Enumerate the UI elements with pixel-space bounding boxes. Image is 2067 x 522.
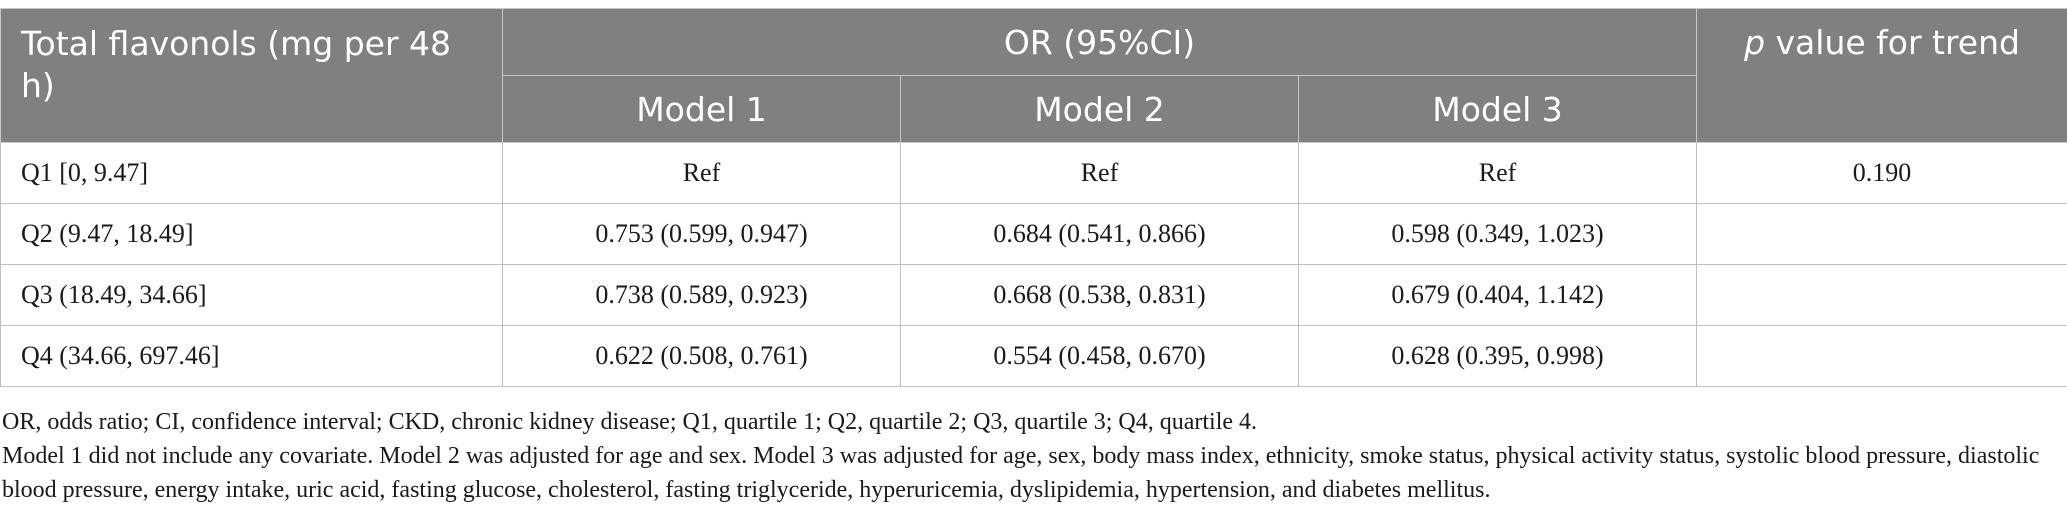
cell-model-3: 0.598 (0.349, 1.023) — [1297, 203, 1698, 265]
cell-model-2: 0.684 (0.541, 0.866) — [900, 203, 1299, 265]
header-model-2: Model 2 — [900, 75, 1299, 143]
cell-model-1: 0.753 (0.599, 0.947) — [502, 203, 901, 265]
header-p-italic: p — [1744, 23, 1766, 62]
table-row: Q3 (18.49, 34.66] 0.738 (0.589, 0.923) 0… — [0, 264, 2067, 326]
table-header: Total flavonols (mg per 48 h) OR (95%CI)… — [0, 8, 2067, 143]
table-row: Q1 [0, 9.47] Ref Ref Ref 0.190 — [0, 142, 2067, 204]
footnote-models: Model 1 did not include any covariate. M… — [2, 443, 2040, 503]
table-row: Q2 (9.47, 18.49] 0.753 (0.599, 0.947) 0.… — [0, 203, 2067, 265]
cell-p-trend — [1696, 264, 2067, 326]
table-body: Q1 [0, 9.47] Ref Ref Ref 0.190 Q2 (9.47,… — [0, 142, 2067, 387]
header-model-3: Model 3 — [1297, 75, 1698, 143]
cell-p-trend — [1696, 325, 2067, 387]
cell-model-1: Ref — [502, 142, 901, 204]
cell-model-2: 0.554 (0.458, 0.670) — [900, 325, 1299, 387]
table-footnotes: OR, odds ratio; CI, confidence interval;… — [2, 405, 2062, 507]
cell-model-1: 0.622 (0.508, 0.761) — [502, 325, 901, 387]
header-p-rest: value for trend — [1765, 23, 2020, 62]
cell-model-3: 0.628 (0.395, 0.998) — [1297, 325, 1698, 387]
row-label: Q3 (18.49, 34.66] — [0, 264, 503, 326]
header-p-trend: p value for trend — [1696, 8, 2067, 143]
table-row: Q4 (34.66, 697.46] 0.622 (0.508, 0.761) … — [0, 325, 2067, 387]
header-total-flavonols: Total flavonols (mg per 48 h) — [0, 8, 503, 143]
row-label: Q1 [0, 9.47] — [0, 142, 503, 204]
header-model-1: Model 1 — [502, 75, 901, 143]
header-row-1: Total flavonols (mg per 48 h) OR (95%CI)… — [0, 8, 2067, 143]
header-or-group: OR (95%CI) — [501, 8, 1698, 76]
cell-p-trend: 0.190 — [1696, 142, 2067, 204]
cell-model-2: Ref — [900, 142, 1299, 204]
row-label: Q2 (9.47, 18.49] — [0, 203, 503, 265]
cell-model-1: 0.738 (0.589, 0.923) — [502, 264, 901, 326]
header-row-2: Model 1 Model 2 Model 3 — [1, 75, 2067, 143]
row-label: Q4 (34.66, 697.46] — [0, 325, 503, 387]
results-table: Total flavonols (mg per 48 h) OR (95%CI)… — [0, 8, 2067, 387]
results-table-container: Total flavonols (mg per 48 h) OR (95%CI)… — [0, 8, 2067, 387]
cell-p-trend — [1696, 203, 2067, 265]
cell-model-3: 0.679 (0.404, 1.142) — [1297, 264, 1698, 326]
footnote-abbreviations: OR, odds ratio; CI, confidence interval;… — [2, 409, 1258, 435]
cell-model-3: Ref — [1297, 142, 1698, 204]
cell-model-2: 0.668 (0.538, 0.831) — [900, 264, 1299, 326]
